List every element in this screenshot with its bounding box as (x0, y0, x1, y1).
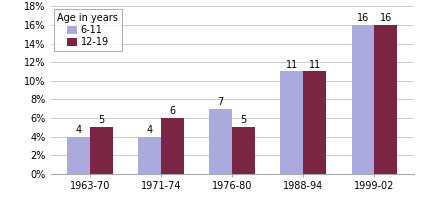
Bar (209, 109, 232, 174)
Bar (67, 137, 90, 174)
Bar (161, 118, 184, 174)
Text: 16: 16 (379, 13, 392, 23)
Text: 4: 4 (76, 125, 81, 135)
Bar (303, 71, 326, 174)
Bar (281, 71, 303, 174)
Text: 6: 6 (169, 106, 176, 116)
Bar (352, 25, 374, 174)
Text: 11: 11 (286, 60, 298, 70)
Text: 16: 16 (357, 13, 369, 23)
Bar (90, 127, 113, 174)
Bar (232, 127, 255, 174)
Text: 5: 5 (98, 116, 104, 126)
Text: 7: 7 (218, 97, 224, 107)
Bar (374, 25, 397, 174)
Text: 4: 4 (146, 125, 153, 135)
Bar (138, 137, 161, 174)
Legend: 6-11, 12-19: 6-11, 12-19 (54, 9, 122, 51)
Text: 11: 11 (308, 60, 321, 70)
Text: 5: 5 (241, 116, 246, 126)
